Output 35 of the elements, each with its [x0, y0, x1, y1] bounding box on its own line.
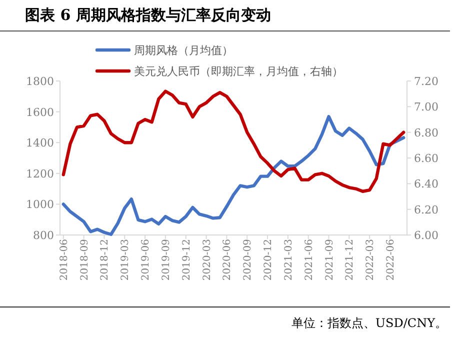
legend-label: 周期风格（月均值）	[134, 44, 233, 57]
x-tick-label: 2021-09	[324, 239, 336, 281]
x-tick-label: 2018-09	[79, 239, 90, 281]
y2-tick-label: 6.60	[414, 152, 438, 165]
x-tick-label: 2022-03	[365, 239, 376, 281]
y-tick-label: 800	[33, 229, 54, 242]
x-tick-label: 2021-03	[283, 239, 294, 281]
x-tick-label: 2020-06	[222, 239, 234, 281]
x-tick-label: 2021-12	[344, 239, 356, 281]
y2-tick-label: 6.80	[414, 126, 438, 140]
x-tick-label: 2019-09	[160, 239, 172, 281]
legend-label: 美元兑人民币（即期汇率，月均值，右轴）	[134, 65, 343, 78]
y2-tick-label: 7.20	[414, 75, 438, 88]
chart-title: 图表 6 周期风格指数与汇率反向变动	[25, 6, 271, 24]
x-tick-label: 2018-06	[58, 239, 70, 281]
y-tick-label: 1000	[26, 198, 54, 212]
y-tick-label: 1800	[26, 75, 54, 88]
y-tick-label: 1600	[26, 106, 54, 119]
x-tick-label: 2019-03	[120, 239, 132, 281]
y-tick-label: 1400	[26, 136, 54, 150]
x-tick-label: 2020-03	[202, 239, 213, 281]
x-tick-label: 2021-06	[304, 239, 315, 281]
line-series	[62, 90, 406, 193]
x-tick-label: 2018-12	[100, 239, 111, 281]
y2-tick-label: 6.20	[414, 203, 438, 216]
x-tick-label: 2019-12	[181, 239, 192, 281]
x-tick-label: 2019-06	[140, 239, 152, 281]
x-tick-label: 2020-09	[242, 239, 254, 281]
text: 单位：指数点、USD/CNY。	[291, 316, 447, 330]
y2-tick-label: 6.00	[414, 229, 438, 242]
y-tick-label: 1200	[26, 167, 54, 180]
y2-tick-label: 6.40	[414, 178, 438, 191]
x-tick-label: 2022-06	[385, 239, 396, 281]
y2-tick-label: 7.00	[414, 100, 438, 114]
x-tick-label: 2020-12	[263, 239, 274, 281]
